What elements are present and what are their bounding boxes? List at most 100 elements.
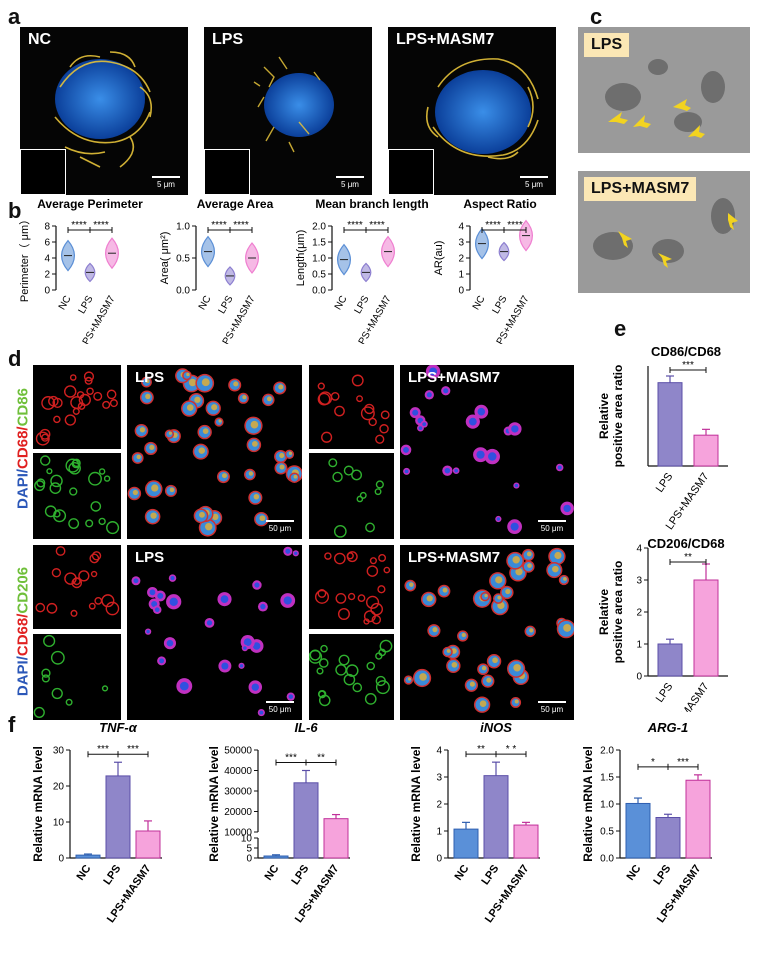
significance-label: *** <box>127 744 139 755</box>
cell <box>343 673 356 686</box>
cell-marker <box>279 453 285 459</box>
y-axis-label: Relative mRNA level <box>31 746 45 862</box>
y-tick-label: 2 <box>636 608 642 619</box>
cell <box>375 434 385 444</box>
cell <box>318 658 329 668</box>
cell <box>44 505 57 518</box>
bar <box>135 830 161 859</box>
chart-title: CD86/CD68 <box>651 344 721 359</box>
cell <box>46 468 53 475</box>
cell-marker <box>492 657 498 664</box>
y-axis-label: Relative <box>597 393 611 439</box>
bar <box>655 817 681 859</box>
label-cd206: CD206 <box>14 566 32 614</box>
scale-bar: 5 μm <box>520 176 548 189</box>
y-tick-label: 0 <box>58 854 64 865</box>
cell-marker <box>259 515 266 522</box>
y-axis-label: Relative mRNA level <box>207 746 221 862</box>
cell-nucleus <box>454 468 459 473</box>
cell-marker <box>495 576 503 584</box>
cell <box>69 374 77 381</box>
significance-label: ** <box>477 744 485 755</box>
cell <box>41 668 51 678</box>
cell-nucleus <box>146 629 150 634</box>
cell <box>70 609 78 617</box>
micrograph-label: LPS+MASM7 <box>396 31 495 48</box>
cell-nucleus <box>133 578 139 584</box>
fluor-merge-masm7-cd206: LPS+MASM7 50 μm <box>400 545 574 720</box>
cell <box>366 661 376 671</box>
cell <box>78 393 91 407</box>
chart-title: Mean branch length <box>315 197 428 211</box>
cell <box>65 698 73 706</box>
cell <box>375 480 384 489</box>
y-tick-label: 6 <box>44 238 50 249</box>
y-tick-label: 2.0 <box>600 746 614 757</box>
y-tick-label: 3 <box>636 576 642 587</box>
y-tick-label: 4 <box>436 746 442 757</box>
significance-label: *** <box>677 757 689 768</box>
cell-nucleus <box>285 548 291 554</box>
y-tick-label: 1 <box>458 270 464 281</box>
image-label: LPS <box>135 369 165 386</box>
cell-nucleus <box>179 681 189 691</box>
cell-marker <box>149 444 155 450</box>
cell <box>366 565 379 577</box>
x-tick-label: NC <box>333 294 350 312</box>
label-dapi: DAPI/ <box>14 468 32 509</box>
row-label-cd86: DAPI/CD68/CD86 <box>8 365 32 535</box>
significance-label: **** <box>485 220 501 231</box>
cell-marker <box>279 464 285 470</box>
x-tick-label: NC <box>625 863 644 883</box>
bar <box>693 434 719 467</box>
cell <box>78 570 90 582</box>
cell <box>49 482 62 494</box>
y-axis-label: Relative mRNA level <box>409 746 423 862</box>
cell-marker <box>526 551 532 557</box>
cell-marker <box>527 563 532 568</box>
cell-marker <box>497 595 502 600</box>
cell <box>98 468 106 475</box>
fluor-marker-lps-cd86 <box>33 453 121 539</box>
cell <box>64 414 77 426</box>
panel-label-e: e <box>614 316 627 341</box>
cell-nucleus <box>412 409 419 416</box>
cell <box>338 654 350 666</box>
cell <box>328 458 338 468</box>
cell-marker <box>233 381 239 387</box>
bar <box>657 382 683 467</box>
cell-marker <box>432 627 438 633</box>
cell-nucleus <box>169 597 178 606</box>
significance-label: * * <box>506 744 517 755</box>
cell-marker <box>251 441 258 447</box>
chart-title: CD206/CD68 <box>647 536 724 551</box>
y-tick-label: 2 <box>458 254 464 265</box>
cell <box>309 649 323 664</box>
cell <box>68 461 81 475</box>
x-tick-label: NC <box>75 863 94 883</box>
cell-nucleus <box>476 450 485 459</box>
x-tick-label: LPS <box>654 681 676 705</box>
cell <box>53 415 61 424</box>
cell-nucleus <box>157 592 164 599</box>
scale-bar: 50 μm <box>538 701 566 714</box>
x-tick-label: LPS <box>651 863 673 887</box>
cell-marker <box>451 661 458 668</box>
cell <box>50 474 63 488</box>
significance-label: **** <box>233 220 249 231</box>
bar <box>453 828 479 859</box>
chart-title: iNOS <box>480 720 512 735</box>
cell <box>371 614 382 625</box>
y-tick-label: 1.5 <box>312 238 326 249</box>
cell-nucleus <box>557 465 562 470</box>
cell-marker <box>426 595 433 602</box>
cell <box>88 471 102 486</box>
significance-label: * <box>651 757 655 768</box>
cell <box>84 376 93 385</box>
cell <box>51 687 63 700</box>
x-tick-label: LPS <box>101 863 123 887</box>
cell-nucleus <box>426 392 432 398</box>
cell-nucleus <box>563 504 571 513</box>
cell <box>88 602 96 610</box>
